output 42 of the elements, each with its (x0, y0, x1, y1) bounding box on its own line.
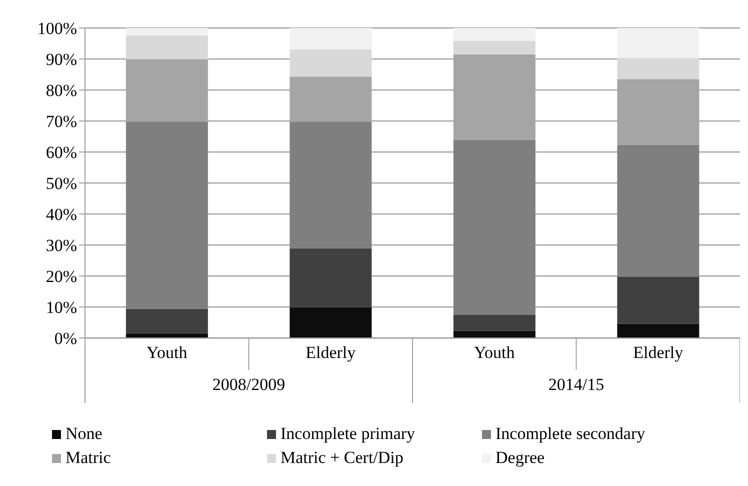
y-tick-label: 80% (46, 81, 77, 100)
bar (617, 58, 700, 80)
y-tick-label: 40% (46, 205, 77, 224)
y-tick-label: 70% (46, 112, 77, 132)
y-tick-label: 60% (46, 143, 77, 162)
y-tick-label: 30% (46, 236, 77, 256)
bar (290, 122, 372, 248)
y-tick-label: 0% (54, 329, 77, 348)
bar (453, 315, 536, 331)
y-tick-label: 100% (37, 19, 77, 38)
legend-label: Matric (66, 448, 111, 468)
bar (290, 307, 372, 338)
bar (453, 40, 536, 54)
bar (126, 28, 208, 36)
bar (453, 140, 536, 316)
x-tick-label: Youth (146, 343, 188, 362)
x-tick-label: Elderly (306, 343, 356, 362)
text: 2014/15 (548, 375, 604, 394)
bar (617, 28, 700, 58)
y-tick-label: 50% (46, 174, 77, 194)
bar (453, 330, 536, 338)
bar (126, 122, 208, 309)
bar (126, 35, 208, 60)
legend-label: None (66, 424, 102, 444)
bar (617, 276, 700, 324)
x-tick-label: Youth (474, 343, 516, 362)
bar (290, 248, 372, 308)
bar (290, 49, 372, 77)
y-tick-label: 20% (46, 267, 77, 286)
legend-label: Incomplete primary (280, 424, 416, 444)
bar (617, 324, 700, 338)
bar (126, 308, 208, 334)
bar (617, 144, 700, 277)
x-tick-label: Elderly (633, 343, 684, 362)
text: 2008/2009 (212, 375, 286, 394)
y-tick-label: 10% (46, 298, 77, 318)
bar (290, 28, 372, 50)
legend-label: Degree (496, 448, 545, 468)
legend-label: Matric + Cert/Dip (280, 448, 404, 468)
y-tick-label: 90% (46, 50, 77, 70)
legend-label: Incomplete secondary (496, 424, 646, 444)
bar (453, 28, 536, 41)
